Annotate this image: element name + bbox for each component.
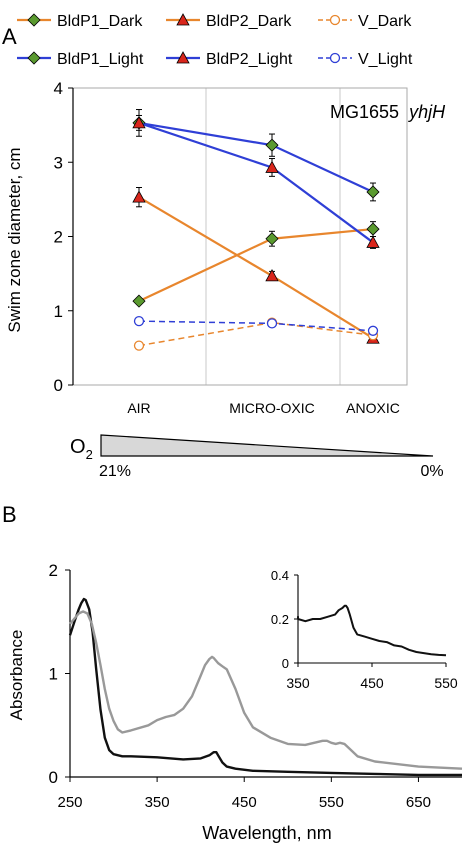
panel-a-series	[132, 109, 380, 351]
data-point-bldp2-light-air	[132, 116, 146, 129]
inset-spectrum-line	[297, 604, 447, 657]
series-line-bldp2-dark	[138, 196, 374, 340]
legend-label-v-light: V_Light	[358, 51, 413, 68]
data-point-bldp1-light-anoxic	[366, 185, 380, 199]
inset-axes: 0 0.2 0.4 350 450 550	[271, 515, 458, 703]
legend-label-bldp1-dark: BldP1_Dark	[57, 13, 143, 30]
panel-a-y-tick-label: 4	[54, 79, 63, 98]
o2-high-label: 21%	[99, 463, 131, 480]
panel-a-y-axis-label: Swim zone diameter, cm	[5, 147, 24, 332]
panel-a-y-tick-label: 1	[54, 302, 63, 321]
legend-marker-bldp2-dark	[176, 13, 190, 26]
panel-a-y-tick-label: 3	[54, 153, 63, 172]
legend-label-v-dark: V_Dark	[358, 13, 412, 30]
panel-a-x-tick-label-air: AIR	[127, 400, 150, 416]
panel-b-x-axis-label: Wavelength, nm	[202, 823, 331, 843]
panel-b-x-tick-label: 650	[406, 794, 431, 811]
o2-gradient: O2 21% 0%	[70, 434, 444, 480]
panel-a-y-tick-label: 2	[54, 228, 63, 247]
panel-b-y-axis-label: Absorbance	[7, 630, 26, 721]
legend-label-bldp1-light: BldP1_Light	[57, 51, 144, 68]
panel-a-axes: 0 1 2 3 4 AIR MICRO-OXIC ANOXIC	[54, 79, 408, 416]
inset-x-tick-label: 550	[434, 675, 458, 691]
o2-label: O2	[70, 436, 93, 462]
panel-a-x-tick-label-micro-oxic: MICRO-OXIC	[229, 400, 315, 416]
panel-b-x-tick-label: 350	[145, 794, 170, 811]
legend-entry-bldp2-dark: BldP2_Dark	[166, 13, 292, 30]
panel-b-inset: 0 0.2 0.4 350 450 550	[271, 515, 458, 703]
series-line-bldp1-dark	[138, 227, 374, 303]
series-line-v-light	[138, 320, 374, 332]
panel-b-y-tick-label: 1	[49, 665, 58, 684]
inset-x-tick-label: 350	[286, 675, 310, 691]
inset-y-tick-label: 0.4	[271, 568, 289, 583]
legend-entry-v-dark: V_Dark	[318, 13, 412, 30]
legend-marker-bldp1-dark	[27, 13, 41, 27]
inset-x-tick-label: 450	[360, 675, 384, 691]
panel-a-chart: BldP1_Dark BldP2_Dark V_Dark BldP1_Light Bld…	[5, 13, 446, 416]
series-bldp1-dark	[132, 221, 380, 308]
data-point-bldp1-light-micro-oxic	[265, 138, 279, 152]
data-point-v-light-air	[133, 315, 145, 327]
inset-series	[297, 604, 447, 657]
series-v-light	[133, 315, 379, 336]
panel-a-y-tick-label: 0	[54, 376, 63, 395]
legend-label-bldp2-dark: BldP2_Dark	[206, 13, 292, 30]
panel-a-plot-frame	[72, 87, 408, 386]
data-point-v-light-anoxic	[367, 325, 379, 336]
legend-marker-bldp2-light	[176, 51, 190, 64]
panel-a-legend: BldP1_Dark BldP2_Dark V_Dark BldP1_Light Bld…	[17, 13, 413, 68]
spectrum-line-black	[68, 597, 462, 777]
inset-y-tick-label: 0.2	[271, 612, 289, 627]
series-line-bldp2-light	[138, 121, 374, 244]
panel-b-x-tick-label: 450	[232, 794, 257, 811]
data-point-bldp2-light-anoxic	[366, 235, 380, 248]
o2-low-label: 0%	[420, 463, 443, 480]
panel-b-x-tick-label: 550	[319, 794, 344, 811]
legend-entry-bldp2-light: BldP2_Light	[166, 51, 293, 68]
panel-b-series	[68, 597, 463, 777]
panel-b-y-tick-label: 2	[49, 561, 58, 580]
data-point-bldp2-dark-air	[132, 190, 146, 203]
panel-a-x-tick-label-anoxic: ANOXIC	[346, 400, 400, 416]
panel-b-axes: 0 1 2 250 350 450 550 650	[49, 561, 462, 811]
data-point-bldp1-dark-anoxic	[366, 222, 380, 236]
series-v-dark	[133, 317, 379, 351]
series-line-bldp1-light	[138, 121, 374, 193]
data-point-bldp2-dark-micro-oxic	[265, 269, 279, 282]
panel-a-letter: A	[2, 24, 17, 49]
legend-entry-bldp1-dark: BldP1_Dark	[17, 13, 143, 30]
series-bldp2-light	[132, 114, 380, 249]
legend-entry-bldp1-light: BldP1_Light	[17, 51, 144, 68]
panel-b-letter: B	[2, 502, 17, 527]
panel-b-y-tick-label: 0	[49, 768, 58, 787]
legend-marker-v-dark	[329, 14, 341, 26]
data-point-v-dark-air	[133, 340, 145, 351]
data-point-bldp1-dark-micro-oxic	[265, 232, 279, 246]
panel-a-annotation: MG1655 yhjH	[330, 102, 446, 122]
legend-label-bldp2-light: BldP2_Light	[206, 51, 293, 68]
data-point-bldp2-light-micro-oxic	[265, 160, 279, 173]
panel-b-x-tick-label: 250	[57, 794, 82, 811]
inset-y-tick-label: 0	[282, 656, 289, 671]
legend-marker-v-light	[329, 52, 341, 64]
series-line-v-dark	[138, 321, 374, 347]
o2-gradient-wedge	[100, 434, 434, 457]
series-bldp1-light	[132, 109, 380, 202]
spectrum-line-gray	[69, 610, 463, 770]
inset-background	[291, 515, 457, 703]
panel-b-chart: 0 1 2 250 350 450 550 650 Wavelength, nm Absorb…	[7, 561, 463, 843]
data-point-v-light-micro-oxic	[266, 318, 278, 329]
series-bldp2-dark	[132, 186, 380, 344]
legend-entry-v-light: V_Light	[318, 51, 413, 68]
legend-marker-bldp1-light	[27, 51, 41, 65]
data-point-bldp1-dark-air	[132, 294, 146, 308]
